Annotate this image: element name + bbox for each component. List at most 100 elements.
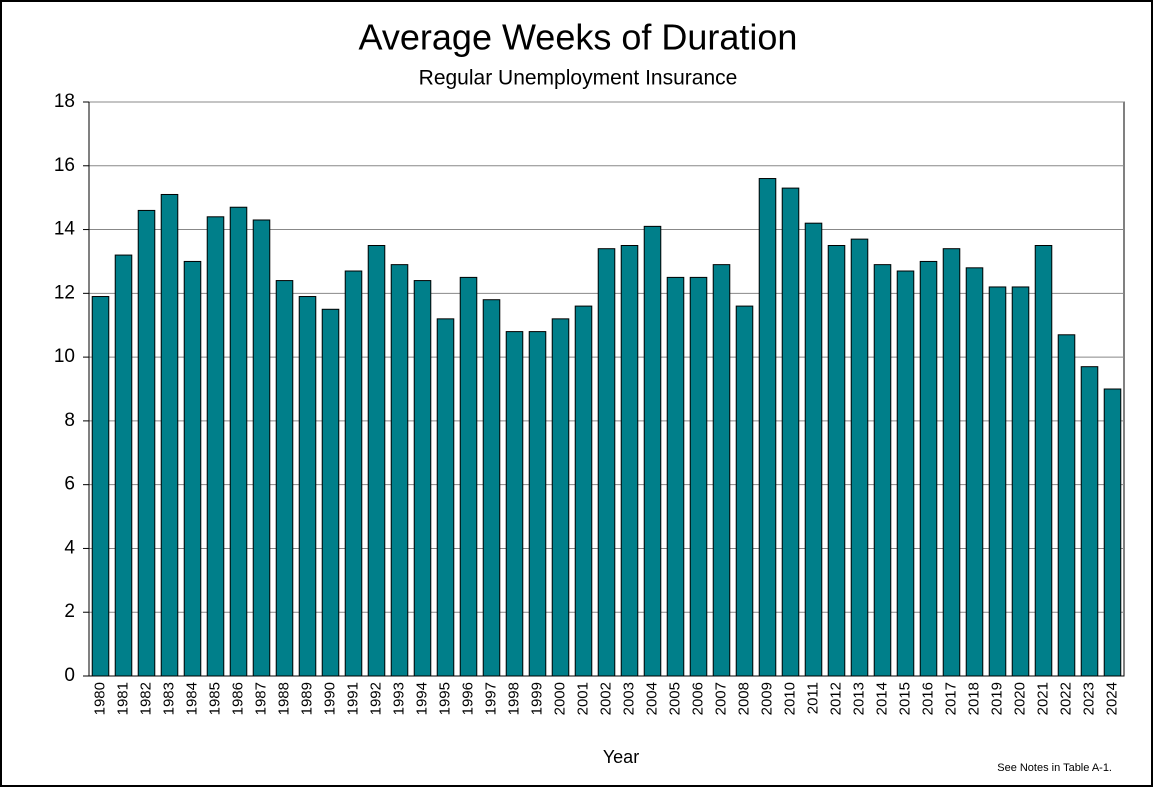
x-tick-label: 1994 [413,682,430,715]
bar [643,225,662,677]
y-tick-label: 12 [54,282,75,303]
x-tick-label: 1996 [459,682,476,715]
x-tick-label: 1989 [298,682,315,715]
bar [160,193,179,677]
x-tick-label: 2002 [597,682,614,715]
bar [597,248,616,677]
x-tick-label: 1987 [252,682,269,715]
x-tick-label: 2004 [643,682,660,715]
x-tick-label: 1993 [390,682,407,715]
bar [873,264,892,677]
bar [1103,388,1122,677]
bar [505,331,524,677]
bar [114,254,133,677]
bar [229,206,248,677]
bar [689,276,708,677]
y-tick-label: 2 [64,601,75,622]
x-tick-label: 2005 [666,682,683,715]
y-tick-label: 4 [64,537,75,558]
x-tick-label: 1999 [528,682,545,715]
bar [413,280,432,677]
y-tick-label: 8 [64,410,75,431]
bar [620,245,639,677]
x-tick-label: 2006 [689,682,706,715]
bar [896,270,915,677]
bar [804,222,823,677]
bar [965,267,984,677]
bar [1080,366,1099,677]
bar [1057,334,1076,677]
x-tick-label: 1992 [367,682,384,715]
bar [574,305,593,677]
x-tick-label: 1981 [114,682,131,715]
bar [91,296,110,677]
x-tick-label: 2008 [735,682,752,715]
y-tick-label: 10 [54,346,75,367]
x-tick-label: 2019 [988,682,1005,715]
bar [919,260,938,677]
x-tick-label: 1998 [505,682,522,715]
bar [206,216,225,677]
bar [252,219,271,677]
x-tick-label: 1984 [183,682,200,715]
bar [367,245,386,677]
bar [988,286,1007,677]
x-tick-label: 1986 [229,682,246,715]
bar [1011,286,1030,677]
bar [758,178,777,677]
bar [942,248,961,677]
x-axis-label: Year [603,747,639,767]
x-tick-label: 2015 [896,682,913,715]
x-tick-label: 2012 [827,682,844,715]
x-tick-label: 2003 [620,682,637,715]
bar [275,280,294,677]
bar [137,209,156,677]
x-tick-label: 2021 [1034,682,1051,715]
bar [298,296,317,677]
y-tick-label: 18 [54,91,75,112]
x-tick-label: 2020 [1011,682,1028,715]
x-tick-label: 2001 [574,682,591,715]
bar [183,260,202,677]
x-tick-label: 2009 [758,682,775,715]
bar [482,299,501,677]
bar [781,187,800,677]
chart-title: Average Weeks of Duration [359,17,798,58]
bar [321,308,340,677]
bar [712,264,731,677]
x-tick-label: 2000 [551,682,568,715]
bar [459,276,478,677]
x-tick-label: 2023 [1080,682,1097,715]
x-tick-label: 1980 [91,682,108,715]
bar [1034,245,1053,677]
bar [827,245,846,677]
x-tick-label: 2007 [712,682,729,715]
y-tick-label: 6 [64,474,75,495]
y-tick-label: 14 [54,219,76,240]
y-tick-label: 0 [64,665,75,686]
x-tick-label: 2014 [873,682,890,715]
chart-subtitle: Regular Unemployment Insurance [419,67,738,90]
bar [551,318,570,677]
x-tick-label: 2024 [1103,682,1120,715]
bar [850,238,869,677]
x-tick-label: 1997 [482,682,499,715]
bar [528,331,547,677]
y-tick-label: 16 [54,155,75,176]
x-tick-label: 2016 [919,682,936,715]
x-tick-label: 2013 [850,682,867,715]
bar [436,318,455,677]
x-tick-label: 2018 [965,682,982,715]
x-tick-label: 1991 [344,682,361,715]
bar [666,276,685,677]
x-tick-label: 1982 [137,682,154,715]
bar [735,305,754,677]
note: See Notes in Table A-1. [997,762,1112,774]
x-tick-label: 1983 [160,682,177,715]
x-tick-label: 2017 [942,682,959,715]
x-tick-label: 1988 [275,682,292,715]
bar [344,270,363,677]
x-tick-label: 2022 [1057,682,1074,715]
x-tick-label: 2010 [781,682,798,715]
x-tick-label: 2011 [804,682,821,714]
